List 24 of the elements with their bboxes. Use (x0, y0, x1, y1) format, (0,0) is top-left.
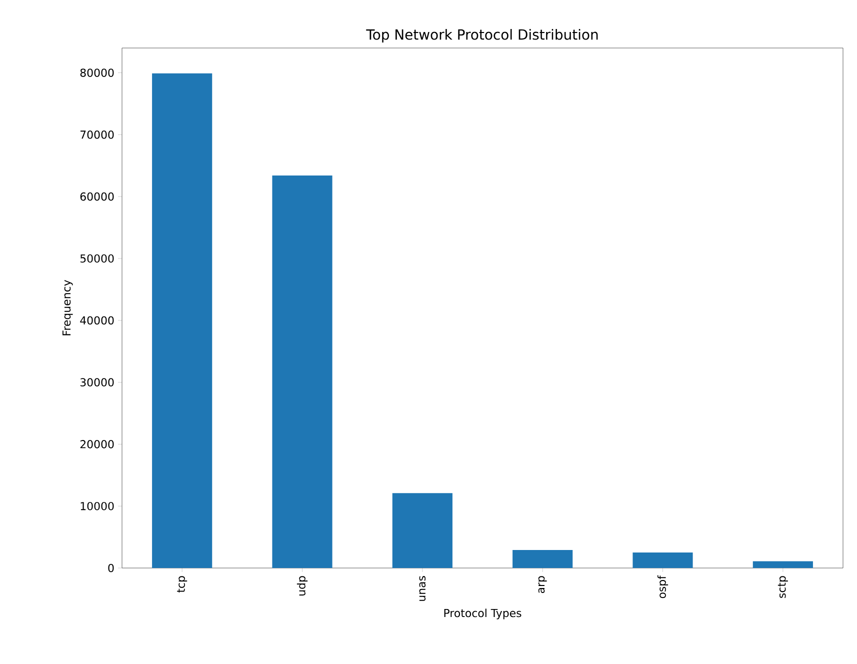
y-tick-label: 70000 (80, 130, 114, 139)
x-axis-title: Protocol Types (444, 608, 522, 620)
bar (512, 550, 573, 568)
bar (152, 73, 212, 568)
x-tick-label: ospf (657, 575, 668, 598)
y-tick-label: 0 (108, 564, 114, 572)
bar (392, 493, 452, 568)
chart-title: Top Network Protocol Distribution (366, 29, 598, 42)
y-tick-label: 60000 (80, 192, 114, 201)
y-tick-label: 50000 (80, 254, 114, 263)
x-tick-label: unas (419, 576, 426, 601)
y-tick-label: 10000 (80, 502, 114, 510)
x-tick-label: sctp (778, 576, 788, 598)
x-tick-label: udp (296, 576, 308, 596)
y-tick-label: 40000 (80, 316, 114, 325)
x-tick-label: tcp (177, 576, 188, 592)
bar (272, 176, 332, 568)
y-axis-title: Frequency (62, 280, 73, 336)
y-tick-label: 30000 (80, 378, 114, 386)
bar (752, 561, 813, 568)
y-tick-label: 20000 (80, 440, 114, 448)
x-tick-label: arp (538, 576, 547, 594)
y-tick-label: 80000 (80, 68, 114, 77)
bar (632, 552, 693, 568)
